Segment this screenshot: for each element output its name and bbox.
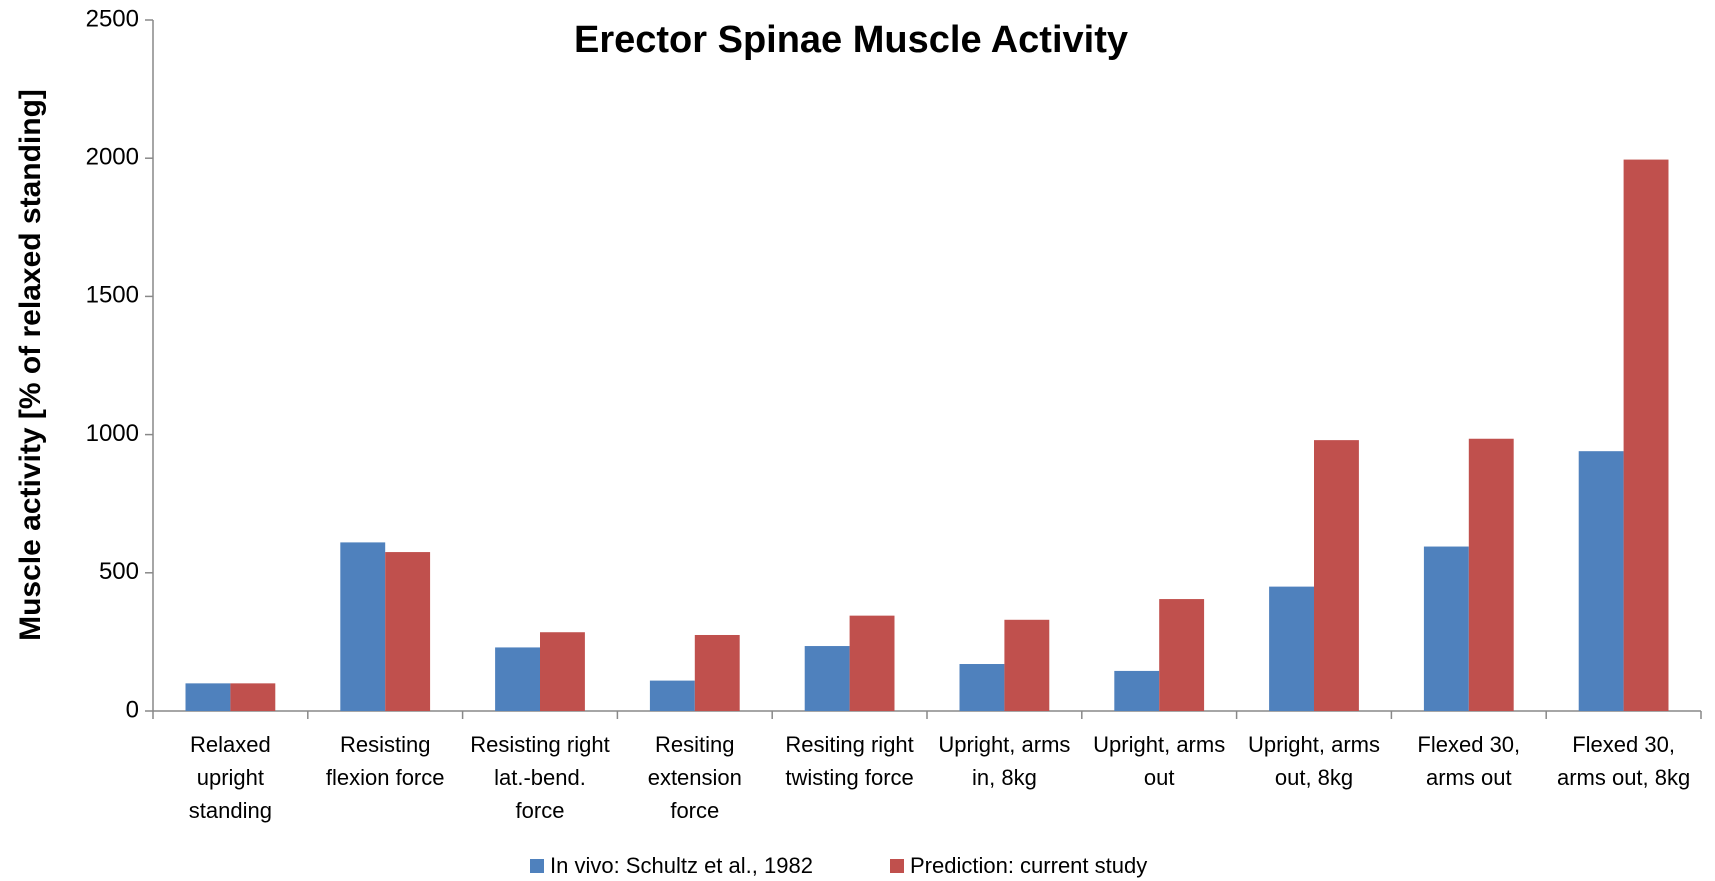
x-tick-label: arms out bbox=[1426, 765, 1512, 790]
x-tick-label: lat.-bend. bbox=[494, 765, 586, 790]
x-tick-label: Resiting bbox=[655, 732, 734, 757]
bar bbox=[959, 664, 1005, 711]
bar bbox=[804, 646, 850, 711]
x-tick-label: flexion force bbox=[326, 765, 445, 790]
legend-swatch bbox=[890, 859, 904, 873]
bar bbox=[1423, 546, 1469, 711]
x-tick-label: Relaxed bbox=[190, 732, 271, 757]
bar bbox=[649, 680, 695, 711]
x-tick-label: Resisting bbox=[340, 732, 430, 757]
bar bbox=[1314, 440, 1359, 711]
y-tick-label: 500 bbox=[99, 558, 139, 585]
x-tick-label: force bbox=[516, 798, 565, 823]
bar bbox=[849, 615, 895, 711]
bar bbox=[540, 632, 585, 711]
y-tick-label: 2000 bbox=[86, 144, 139, 171]
y-axis-label: Muscle activity [% of relaxed standing] bbox=[14, 89, 47, 641]
bar bbox=[1159, 599, 1205, 711]
x-tick-label: in, 8kg bbox=[972, 765, 1037, 790]
legend-label: Prediction: current study bbox=[910, 853, 1147, 878]
bar bbox=[1004, 619, 1050, 711]
bar bbox=[1468, 438, 1514, 711]
x-tick-label: arms out, 8kg bbox=[1557, 765, 1690, 790]
y-tick-label: 2500 bbox=[86, 5, 139, 32]
x-tick-label: Upright, arms bbox=[938, 732, 1070, 757]
x-tick-label: Flexed 30, bbox=[1572, 732, 1675, 757]
x-tick-label: out, 8kg bbox=[1275, 765, 1353, 790]
bar bbox=[340, 542, 386, 711]
x-tick-label: Upright, arms bbox=[1093, 732, 1225, 757]
bar bbox=[1578, 451, 1624, 711]
x-tick-label: Resisting right bbox=[470, 732, 609, 757]
bar bbox=[495, 647, 540, 711]
x-tick-label: force bbox=[670, 798, 719, 823]
bar bbox=[1114, 670, 1160, 711]
chart-title: Erector Spinae Muscle Activity bbox=[574, 19, 1128, 61]
bar bbox=[694, 634, 740, 711]
bar bbox=[185, 683, 231, 711]
x-tick-label: Resiting right bbox=[785, 732, 913, 757]
y-tick-label: 0 bbox=[126, 696, 139, 723]
bar bbox=[1269, 586, 1314, 711]
y-tick-label: 1500 bbox=[86, 282, 139, 309]
x-tick-label: upright bbox=[197, 765, 264, 790]
bar bbox=[230, 683, 276, 711]
x-tick-label: out bbox=[1144, 765, 1175, 790]
x-tick-label: standing bbox=[189, 798, 272, 823]
y-tick-label: 1000 bbox=[86, 420, 139, 447]
bar bbox=[1623, 159, 1669, 711]
x-tick-label: Upright, arms bbox=[1248, 732, 1380, 757]
x-tick-label: extension bbox=[648, 765, 742, 790]
legend-label: In vivo: Schultz et al., 1982 bbox=[550, 853, 813, 878]
x-tick-label: Flexed 30, bbox=[1417, 732, 1520, 757]
x-tick-label: twisting force bbox=[785, 765, 913, 790]
bar bbox=[385, 552, 431, 711]
legend-swatch bbox=[530, 859, 544, 873]
